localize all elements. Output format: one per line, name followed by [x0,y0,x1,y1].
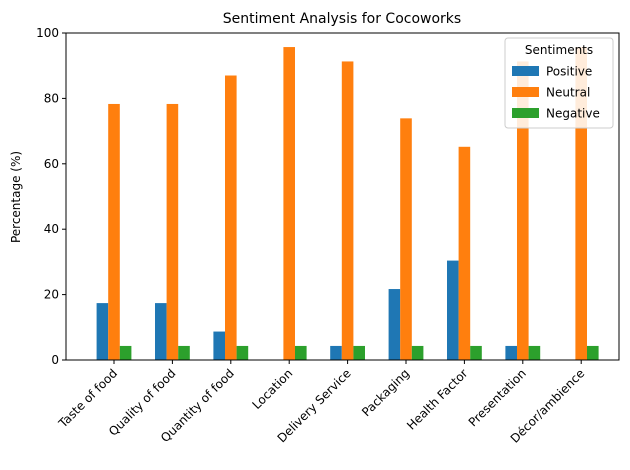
x-tick-label-0: Taste of food [55,366,120,431]
bar-negative-5 [411,345,424,360]
bar-positive-6 [447,260,459,360]
bars-group [96,47,599,361]
bar-neutral-1 [166,103,179,361]
plot-frame [65,32,620,361]
y-tick-label-5: 100 [36,26,59,40]
bar-positive-1 [155,303,167,360]
y-tick-label-0: 0 [51,353,59,367]
chart-title: Sentiment Analysis for Cocoworks [223,11,461,27]
legend-title: Sentiments [525,43,593,57]
y-tick-label-4: 80 [44,91,59,105]
bar-neutral-4 [341,61,354,360]
legend-swatch-positive [512,66,539,76]
bar-neutral-8 [575,47,587,360]
legend-swatch-neutral [512,87,539,97]
bar-negative-6 [470,345,482,360]
y-axis-label: Percentage (%) [9,151,23,243]
bar-negative-0 [119,345,132,360]
bar-negative-4 [353,345,365,360]
bar-neutral-3 [283,47,295,360]
bar-neutral-2 [225,75,237,360]
legend-label-neutral: Neutral [546,86,590,100]
bar-negative-2 [236,345,249,360]
bar-positive-0 [96,303,109,360]
bar-positive-7 [505,345,517,360]
bar-positive-4 [330,345,342,360]
x-tick-label-7: Presentation [466,366,529,429]
y-tick-label-1: 20 [44,288,59,302]
legend-label-negative: Negative [546,107,600,121]
bar-neutral-7 [517,61,529,360]
bar-neutral-0 [108,103,120,361]
legend-box [504,37,614,129]
bar-positive-5 [388,289,401,360]
bar-neutral-5 [400,118,412,360]
y-tick-label-3: 60 [44,157,59,171]
y-axis: 0 20 40 60 80 100 [36,26,66,367]
bar-neutral-6 [458,146,471,360]
bar-negative-1 [178,345,190,360]
x-tick-label-6: Health Factor [404,366,470,432]
bar-negative-3 [295,345,307,360]
x-tick-label-5: Packaging [359,366,412,419]
y-tick-label-2: 40 [44,222,59,236]
plot-border [65,32,620,361]
bar-positive-2 [213,331,225,360]
bar-negative-8 [587,345,599,360]
legend: Sentiments Positive Neutral Negative [504,37,614,129]
x-tick-label-3: Location [250,366,296,412]
legend-swatch-negative [512,108,539,118]
bar-negative-7 [528,345,541,360]
legend-label-positive: Positive [546,65,592,79]
